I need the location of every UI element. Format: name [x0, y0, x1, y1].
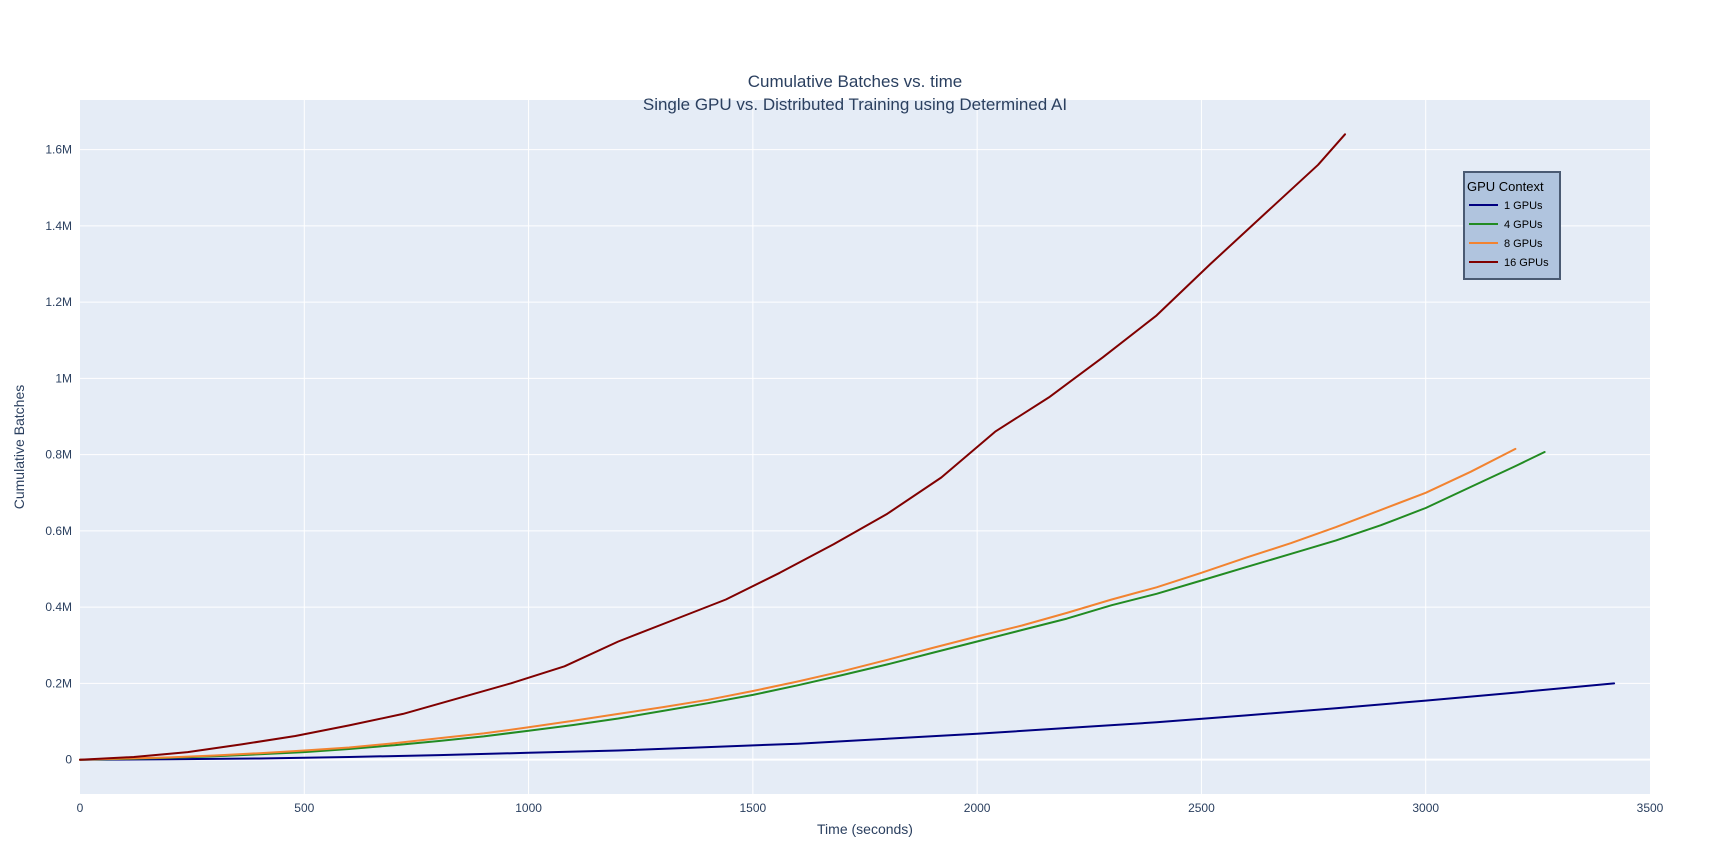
chart-title: Cumulative Batches vs. time [748, 72, 962, 91]
x-axis-title: Time (seconds) [817, 821, 913, 837]
chart-subtitle: Single GPU vs. Distributed Training usin… [643, 95, 1067, 114]
y-tick-label: 1.2M [45, 295, 72, 309]
legend: GPU Context 1 GPUs 4 GPUs 8 GPUs 16 GPUs [1463, 171, 1561, 280]
y-tick-label: 0.4M [45, 600, 72, 614]
y-tick-label: 1.4M [45, 219, 72, 233]
x-tick-label: 1500 [740, 801, 767, 815]
y-gridlines [80, 149, 1650, 761]
series-line-8-gpus [79, 447, 1517, 761]
y-tick-label: 1M [55, 371, 72, 385]
y-axis-title: Cumulative Batches [11, 385, 27, 510]
x-tick-label: 2000 [964, 801, 991, 815]
series-line-4-gpus [79, 451, 1546, 761]
legend-label-16-gpus: 16 GPUs [1504, 257, 1549, 269]
legend-label-4-gpus: 4 GPUs [1504, 219, 1543, 231]
series-line-16-gpus [79, 133, 1346, 761]
series-lines [79, 133, 1616, 761]
x-gridlines [303, 100, 1427, 794]
series-line-1-gpus [79, 682, 1616, 761]
y-tick-label: 0.2M [45, 676, 72, 690]
y-tick-label: 0 [65, 753, 72, 767]
y-tick-labels: 0 0.2M 0.4M 0.6M 0.8M 1M 1.2M 1.4M 1.6M [45, 143, 72, 767]
y-tick-label: 1.6M [45, 143, 72, 157]
legend-title: GPU Context [1467, 179, 1544, 194]
x-tick-label: 2500 [1188, 801, 1215, 815]
x-tick-label: 500 [294, 801, 314, 815]
legend-label-8-gpus: 8 GPUs [1504, 238, 1543, 250]
legend-label-1-gpus: 1 GPUs [1504, 200, 1543, 212]
x-tick-label: 0 [77, 801, 84, 815]
x-tick-label: 3500 [1637, 801, 1664, 815]
plot-area [80, 100, 1650, 794]
y-tick-label: 0.8M [45, 448, 72, 462]
x-tick-label: 1000 [515, 801, 542, 815]
x-tick-labels: 0 500 1000 1500 2000 2500 3000 3500 [77, 801, 1664, 815]
y-tick-label: 0.6M [45, 524, 72, 538]
legend-items: 1 GPUs 4 GPUs 8 GPUs 16 GPUs [1469, 200, 1549, 269]
x-tick-label: 3000 [1412, 801, 1439, 815]
